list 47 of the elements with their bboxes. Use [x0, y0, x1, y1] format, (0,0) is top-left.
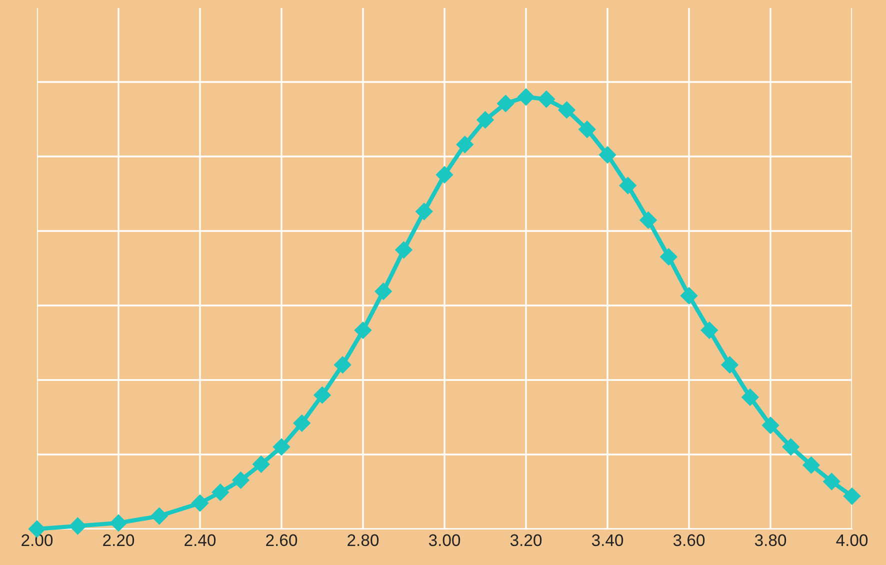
point [252, 456, 270, 473]
point [456, 136, 474, 154]
x-tick-label: 3.60 [673, 534, 705, 546]
point [416, 202, 433, 220]
x-tick-label: 2.00 [22, 534, 53, 546]
point [762, 416, 780, 434]
point [742, 388, 759, 406]
point [700, 322, 718, 339]
point [843, 488, 861, 505]
point [374, 282, 392, 300]
point [782, 438, 800, 456]
point [395, 241, 412, 258]
x-tick-label: 2.40 [184, 534, 216, 546]
x-tick-label: 2.60 [266, 534, 298, 546]
point [640, 212, 657, 229]
point [334, 356, 352, 374]
point [272, 438, 290, 456]
point [150, 507, 168, 525]
point [212, 484, 229, 501]
point [497, 94, 514, 112]
point [293, 414, 310, 432]
point [721, 356, 738, 374]
x-tick-label: 2.20 [103, 534, 134, 546]
point [619, 177, 636, 194]
point [436, 166, 454, 184]
point [660, 248, 678, 266]
point [110, 514, 128, 532]
point [517, 88, 535, 106]
x-tick-label: 4.00 [836, 534, 868, 546]
point [802, 456, 820, 474]
point [476, 111, 494, 128]
x-tick-label: 3.80 [754, 534, 786, 546]
x-tick-label: 3.20 [510, 534, 542, 546]
point [232, 472, 250, 489]
point [314, 386, 331, 404]
point [578, 120, 596, 138]
point [191, 494, 209, 512]
point [558, 101, 576, 119]
point [680, 287, 698, 304]
x-tick-label: 2.80 [348, 534, 379, 546]
point [69, 517, 86, 535]
point [354, 322, 372, 339]
point [823, 472, 840, 490]
point [598, 146, 616, 164]
point [538, 90, 555, 108]
x-tick-label: 3.00 [428, 534, 460, 546]
x-tick-label: 3.40 [592, 534, 624, 546]
